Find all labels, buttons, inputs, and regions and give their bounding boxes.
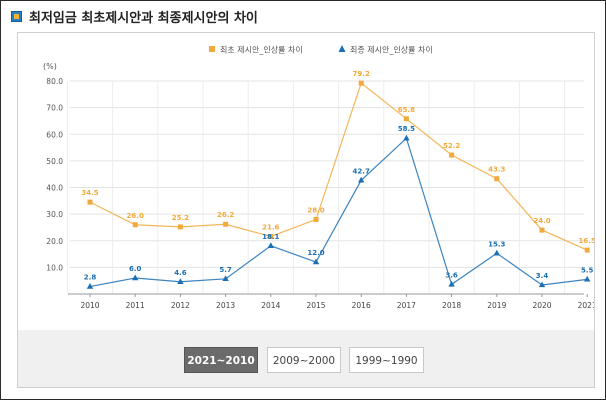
data-label: 79.2 [353, 70, 370, 78]
data-label: 43.3 [488, 166, 505, 174]
period-button-2009-2000[interactable]: 2009~2000 [267, 347, 341, 373]
data-label: 16.5 [579, 237, 594, 245]
data-point [539, 227, 545, 233]
legend-swatch [338, 45, 346, 52]
legend-swatch [209, 46, 215, 52]
data-point [132, 274, 139, 281]
data-point [584, 247, 590, 253]
legend-label: 최종 제시안_인상률 차이 [350, 45, 433, 55]
series-line [89, 137, 588, 288]
data-point [449, 152, 455, 158]
series-line [89, 82, 588, 251]
y-tick-label: 40.0 [46, 184, 63, 193]
x-tick-label: 2015 [306, 301, 325, 310]
data-point [267, 242, 274, 249]
data-point [132, 222, 138, 228]
x-tick-label: 2016 [352, 301, 371, 310]
data-label: 5.5 [581, 266, 594, 274]
data-label: 65.8 [398, 106, 415, 114]
chart-area: 10.0 20.0 30.0 40.0 50.0 60.0 70.0 80.0 (%) 2010 2… [17, 32, 597, 332]
x-tick-label: 2020 [532, 301, 551, 310]
data-point [87, 199, 93, 205]
data-point [222, 275, 229, 282]
x-tick-label: 2021 [578, 301, 594, 310]
data-label: 18.1 [262, 233, 279, 241]
data-label: 21.6 [262, 223, 279, 231]
data-point [313, 216, 319, 222]
data-point [538, 281, 546, 288]
y-axis-unit: (%) [43, 62, 57, 71]
data-label: 28.0 [307, 206, 324, 214]
chart-title-icon [11, 11, 22, 22]
data-point [177, 278, 184, 284]
data-label: 2.8 [84, 274, 97, 282]
data-point [312, 258, 320, 265]
data-label: 3.4 [536, 272, 549, 280]
data-point [403, 116, 409, 122]
data-label: 5.7 [219, 266, 232, 274]
panel-title: 최저임금 최초제시안과 최종제시안의 차이 [29, 11, 258, 26]
data-label: 4.6 [174, 269, 187, 277]
data-label: 26.2 [217, 211, 234, 219]
data-point [358, 80, 364, 86]
data-point [223, 221, 229, 227]
data-point [493, 249, 500, 256]
data-label: 24.0 [533, 217, 550, 225]
data-point [494, 176, 500, 182]
x-tick-label: 2011 [126, 301, 145, 310]
y-tick-label: 70.0 [46, 104, 63, 113]
data-label: 58.5 [398, 125, 415, 133]
y-tick-label: 30.0 [46, 210, 63, 219]
x-tick-label: 2012 [171, 301, 190, 310]
x-tick-label: 2013 [216, 301, 235, 310]
x-tick-label: 2019 [487, 301, 506, 310]
y-tick-label: 60.0 [46, 130, 63, 139]
data-point [584, 275, 591, 282]
data-point [358, 176, 365, 183]
data-label: 6.0 [129, 265, 142, 273]
data-point [86, 283, 94, 289]
period-button-2021-2010[interactable]: 2021~2010 [184, 347, 258, 373]
data-label: 42.7 [353, 167, 370, 175]
x-tick-label: 2010 [80, 301, 99, 310]
y-tick-label: 20.0 [46, 237, 63, 246]
data-label: 25.2 [172, 214, 189, 222]
line-chart: 10.0 20.0 30.0 40.0 50.0 60.0 70.0 80.0 (%) 2010 2… [43, 45, 597, 311]
data-point [268, 233, 274, 239]
y-tick-label: 80.0 [46, 77, 63, 86]
data-point [403, 134, 410, 141]
period-button-1999-1990[interactable]: 1999~1990 [349, 347, 424, 373]
x-tick-label: 2017 [397, 301, 416, 310]
period-selector: 2021~2010 2009~2000 1999~1990 [17, 330, 595, 388]
y-tick-label: 50.0 [46, 157, 63, 166]
x-tick-label: 2018 [442, 301, 461, 310]
y-tick-label: 10.0 [46, 263, 63, 272]
data-point [177, 224, 183, 230]
x-tick-label: 2014 [261, 301, 280, 310]
data-label: 26.0 [127, 212, 144, 220]
data-point [448, 280, 455, 287]
data-label: 52.2 [443, 142, 460, 150]
legend-label: 최초 제시안_인상률 차이 [220, 45, 303, 55]
data-label: 15.3 [488, 240, 505, 248]
data-label: 12.0 [307, 249, 324, 257]
data-label: 34.5 [81, 189, 98, 197]
data-label: 3.6 [445, 271, 458, 279]
